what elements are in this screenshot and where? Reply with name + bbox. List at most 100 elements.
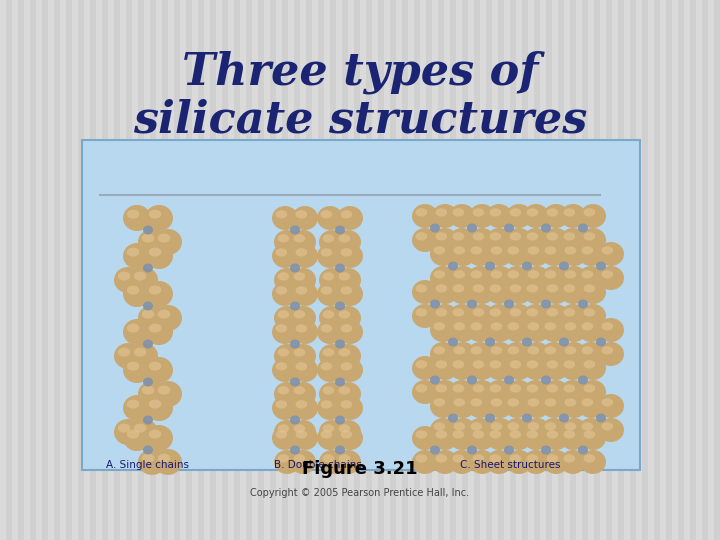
Ellipse shape: [472, 384, 485, 393]
Ellipse shape: [294, 424, 305, 433]
Ellipse shape: [158, 233, 171, 242]
Ellipse shape: [506, 356, 532, 380]
Ellipse shape: [508, 398, 519, 407]
Ellipse shape: [149, 286, 161, 295]
Ellipse shape: [578, 224, 588, 233]
Ellipse shape: [578, 266, 604, 290]
Ellipse shape: [582, 398, 593, 407]
Ellipse shape: [430, 418, 456, 442]
Ellipse shape: [504, 242, 530, 266]
Ellipse shape: [295, 286, 307, 295]
Ellipse shape: [561, 394, 587, 418]
Ellipse shape: [412, 426, 438, 450]
Bar: [540, 0, 546, 540]
Ellipse shape: [114, 267, 142, 293]
Ellipse shape: [506, 280, 532, 304]
Bar: [36, 0, 42, 540]
Ellipse shape: [323, 272, 334, 281]
Ellipse shape: [319, 382, 345, 406]
Bar: [120, 0, 126, 540]
Ellipse shape: [138, 229, 166, 255]
Ellipse shape: [541, 242, 567, 266]
Ellipse shape: [433, 346, 445, 355]
Ellipse shape: [320, 286, 332, 295]
Ellipse shape: [578, 375, 588, 384]
Bar: [156, 0, 162, 540]
Ellipse shape: [454, 270, 465, 279]
Ellipse shape: [276, 286, 287, 295]
Ellipse shape: [467, 446, 477, 455]
Ellipse shape: [145, 425, 173, 451]
Ellipse shape: [433, 246, 445, 254]
Ellipse shape: [506, 304, 532, 328]
Ellipse shape: [412, 356, 438, 380]
Ellipse shape: [598, 342, 624, 366]
Ellipse shape: [578, 300, 588, 308]
Ellipse shape: [145, 281, 173, 307]
Bar: [48, 0, 54, 540]
Ellipse shape: [470, 322, 482, 330]
Ellipse shape: [582, 346, 593, 355]
Ellipse shape: [578, 394, 604, 418]
Ellipse shape: [508, 422, 519, 430]
Ellipse shape: [134, 423, 146, 433]
Ellipse shape: [543, 380, 569, 404]
Ellipse shape: [335, 306, 361, 330]
Bar: [324, 0, 330, 540]
Ellipse shape: [528, 422, 539, 430]
Ellipse shape: [583, 284, 595, 293]
Ellipse shape: [127, 247, 140, 256]
Ellipse shape: [486, 304, 512, 328]
Ellipse shape: [541, 342, 567, 366]
Bar: [12, 0, 18, 540]
Ellipse shape: [523, 280, 549, 304]
Ellipse shape: [598, 394, 624, 418]
Ellipse shape: [508, 322, 519, 330]
Text: Three types of
silicate structures: Three types of silicate structures: [133, 50, 587, 141]
Ellipse shape: [524, 318, 550, 342]
Ellipse shape: [138, 381, 166, 407]
Ellipse shape: [490, 360, 501, 369]
Ellipse shape: [138, 449, 166, 475]
Ellipse shape: [560, 356, 586, 380]
Ellipse shape: [134, 272, 146, 281]
Ellipse shape: [127, 286, 140, 295]
Ellipse shape: [114, 343, 142, 369]
Ellipse shape: [415, 454, 427, 463]
Ellipse shape: [145, 395, 173, 421]
Bar: [708, 0, 714, 540]
Ellipse shape: [430, 224, 440, 233]
Ellipse shape: [323, 234, 334, 242]
Ellipse shape: [598, 266, 624, 290]
Ellipse shape: [523, 356, 549, 380]
Ellipse shape: [436, 430, 447, 438]
Ellipse shape: [580, 204, 606, 228]
Ellipse shape: [523, 304, 549, 328]
Ellipse shape: [560, 280, 586, 304]
Ellipse shape: [541, 418, 567, 442]
Ellipse shape: [564, 430, 575, 438]
Ellipse shape: [317, 244, 343, 268]
Ellipse shape: [154, 381, 182, 407]
Ellipse shape: [272, 358, 298, 382]
Bar: [648, 0, 654, 540]
Bar: [192, 0, 198, 540]
Ellipse shape: [448, 414, 458, 422]
Ellipse shape: [541, 446, 551, 455]
Ellipse shape: [320, 324, 332, 333]
Ellipse shape: [467, 300, 477, 308]
Ellipse shape: [544, 398, 557, 407]
Ellipse shape: [564, 322, 576, 330]
Ellipse shape: [543, 426, 569, 450]
Ellipse shape: [433, 422, 445, 430]
Ellipse shape: [274, 382, 300, 406]
Ellipse shape: [274, 420, 300, 444]
Ellipse shape: [317, 282, 343, 306]
Ellipse shape: [143, 226, 153, 234]
Ellipse shape: [469, 450, 495, 474]
Ellipse shape: [319, 450, 345, 474]
Ellipse shape: [528, 398, 539, 407]
Bar: [552, 0, 558, 540]
Ellipse shape: [485, 414, 495, 422]
Ellipse shape: [143, 415, 153, 424]
